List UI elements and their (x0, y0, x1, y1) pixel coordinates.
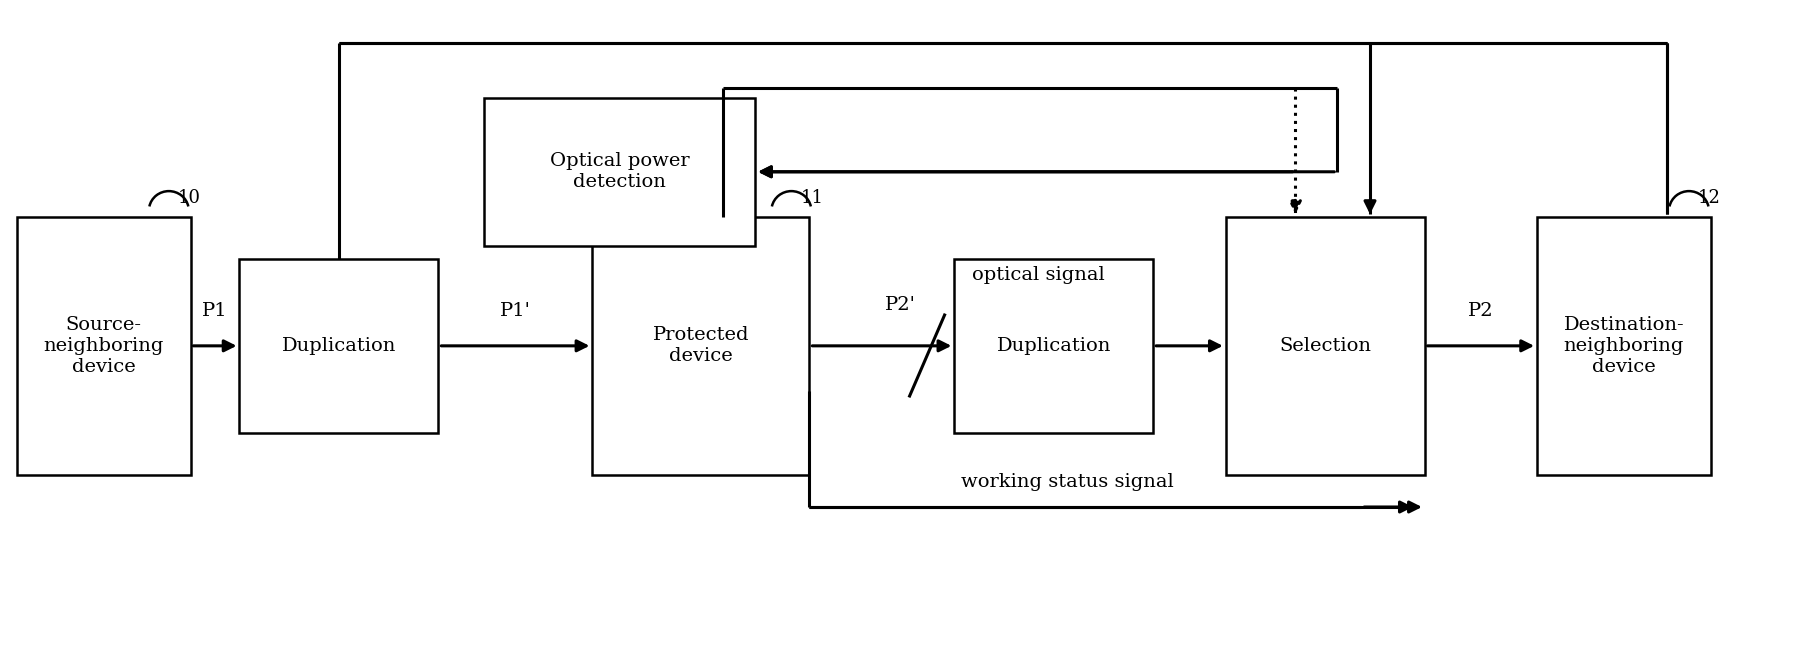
Text: 11: 11 (800, 189, 824, 207)
Bar (240, 259, 438, 433)
Text: P1': P1' (500, 302, 531, 320)
Text: Protected
device: Protected device (653, 326, 749, 365)
Text: P1: P1 (202, 302, 227, 320)
Bar (954, 259, 1153, 433)
Bar (1225, 217, 1425, 475)
Bar (1536, 217, 1711, 475)
Text: 12: 12 (1698, 189, 1722, 207)
Text: Duplication: Duplication (282, 337, 396, 355)
Text: working status signal: working status signal (962, 473, 1174, 491)
Text: Selection: Selection (1280, 337, 1371, 355)
Text: Duplication: Duplication (996, 337, 1111, 355)
Text: Source-
neighboring
device: Source- neighboring device (44, 316, 164, 375)
Text: P2': P2' (885, 296, 916, 313)
Text: Destination-
neighboring
device: Destination- neighboring device (1563, 316, 1683, 375)
Text: P2: P2 (1469, 302, 1494, 320)
Bar (16, 217, 191, 475)
Bar (593, 217, 809, 475)
Bar (484, 98, 754, 246)
Text: Optical power
detection: Optical power detection (549, 152, 689, 191)
Text: 10: 10 (178, 189, 202, 207)
Text: optical signal: optical signal (973, 266, 1105, 284)
